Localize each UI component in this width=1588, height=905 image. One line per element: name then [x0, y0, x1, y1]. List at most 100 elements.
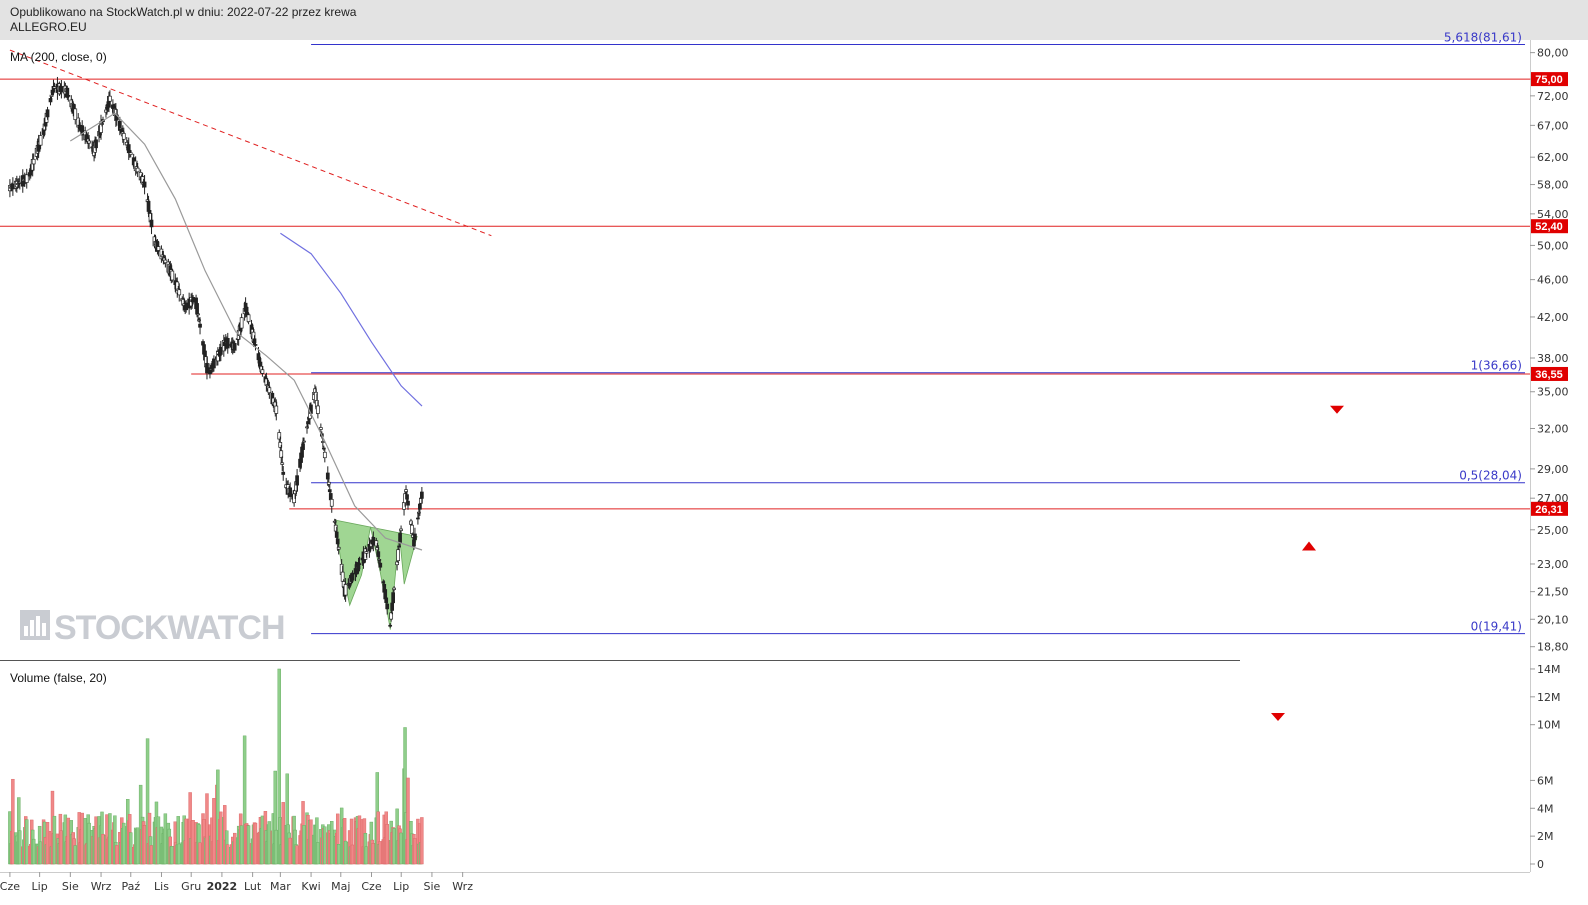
- volume-tick-label: 14M: [1537, 663, 1561, 676]
- publication-header: Opublikowano na StockWatch.pl w dniu: 20…: [0, 0, 1588, 40]
- candle-body: [279, 450, 284, 458]
- price-level-badge: [1531, 366, 1568, 381]
- y-tick-label: 42,00: [1537, 311, 1569, 324]
- volume-bar: [59, 830, 64, 865]
- ma-indicator-label: MA (200, close, 0): [10, 50, 107, 64]
- candle-body: [376, 551, 381, 557]
- candle-body: [399, 528, 403, 531]
- x-tick-label: Paź: [121, 880, 140, 893]
- candle-body: [391, 592, 395, 604]
- candle-body: [232, 343, 237, 351]
- volume-bar: [129, 832, 133, 865]
- fibonacci-level-label: 1(36,66): [1471, 359, 1522, 373]
- candle-body: [45, 109, 50, 118]
- candle-body: [108, 95, 112, 102]
- candle-body: [375, 547, 380, 551]
- candle-body: [384, 597, 389, 603]
- volume-bar: [309, 819, 313, 865]
- candle-body: [398, 533, 402, 544]
- candle-body: [329, 499, 334, 507]
- fibonacci-level-label: 0,5(28,04): [1459, 469, 1522, 483]
- candle-body: [65, 87, 70, 98]
- candle-body: [278, 442, 283, 448]
- candle-body: [301, 443, 305, 450]
- candle-body: [319, 427, 323, 430]
- x-tick-label: Cze: [0, 880, 20, 893]
- candle-body: [409, 520, 413, 525]
- volume-bar: [260, 815, 265, 865]
- candle-body: [388, 624, 393, 627]
- volume-bar: [25, 819, 29, 865]
- volume-tick-label: 4M: [1537, 802, 1554, 815]
- candle-body: [267, 387, 272, 394]
- volume-bar: [38, 841, 43, 865]
- x-tick-label: Lis: [154, 880, 169, 893]
- candle-body: [135, 167, 140, 173]
- descending-trendline: [9, 49, 492, 237]
- candle-body: [334, 531, 339, 538]
- candle-body: [356, 562, 361, 570]
- candle-body: [371, 537, 376, 546]
- volume-bar: [364, 846, 369, 865]
- candle-body: [277, 432, 282, 440]
- candle-body: [336, 546, 341, 550]
- volume-bar: [170, 845, 175, 865]
- x-tick-label: Mar: [270, 880, 291, 893]
- y-tick-label: 29,00: [1537, 463, 1569, 476]
- candle-body: [327, 489, 332, 493]
- candle-body: [127, 150, 132, 153]
- candle-body: [52, 86, 57, 89]
- candle-body: [205, 362, 209, 374]
- volume-bar: [87, 822, 91, 865]
- candle-body: [326, 481, 331, 485]
- candle-body: [156, 246, 161, 251]
- ma200-line: [69, 112, 423, 551]
- x-tick-label: Cze: [361, 880, 381, 893]
- candle-body: [246, 314, 251, 322]
- volume-bar: [135, 827, 140, 865]
- volume-tick-label: 6M: [1537, 774, 1554, 787]
- y-tick-label: 38,00: [1537, 352, 1569, 365]
- candle-body: [11, 183, 15, 190]
- volume-bar: [392, 828, 396, 865]
- volume-bar: [101, 833, 105, 865]
- volume-tick-label: 10M: [1537, 719, 1561, 732]
- price-level-badge: [1531, 72, 1568, 87]
- stockwatch-logo: STOCKWATCH: [20, 609, 286, 647]
- volume-bar: [233, 832, 237, 865]
- volume-bar: [219, 811, 223, 865]
- volume-tick-label: 0: [1537, 858, 1544, 871]
- candle-body: [406, 500, 410, 506]
- candle-body: [363, 548, 368, 560]
- volume-bar: [45, 822, 50, 865]
- moving-average-blue-line: [280, 232, 423, 407]
- candle-body: [31, 158, 36, 165]
- candle-body: [416, 517, 420, 520]
- candle-body: [212, 358, 216, 369]
- volume-bar: [198, 842, 202, 865]
- candle-body: [73, 108, 78, 120]
- price-level-badge-label: 75,00: [1535, 74, 1563, 86]
- candle-body: [218, 346, 223, 355]
- candle-body: [24, 174, 29, 183]
- price-level-badge: [1531, 501, 1568, 516]
- candle-body: [177, 289, 182, 296]
- candle-body: [392, 587, 396, 590]
- volume-bar: [295, 845, 299, 865]
- y-tick-label: 50,00: [1537, 239, 1569, 252]
- candle-body: [49, 94, 54, 97]
- y-tick-label: 20,10: [1537, 613, 1569, 626]
- candle-body: [357, 563, 362, 565]
- y-tick-label: 62,00: [1537, 151, 1569, 164]
- candle-body: [198, 323, 202, 328]
- publication-info: Opublikowano na StockWatch.pl w dniu: 20…: [10, 5, 357, 19]
- volume-bar: [274, 829, 278, 865]
- volume-bar: [115, 845, 119, 865]
- volume-tick-label: 2M: [1537, 830, 1554, 843]
- candle-body: [295, 475, 299, 486]
- candle-body: [100, 123, 104, 125]
- ticker-name: ALLEGRO.EU: [10, 20, 87, 34]
- x-tick-label: Lip: [393, 880, 409, 893]
- candle-body: [320, 441, 325, 443]
